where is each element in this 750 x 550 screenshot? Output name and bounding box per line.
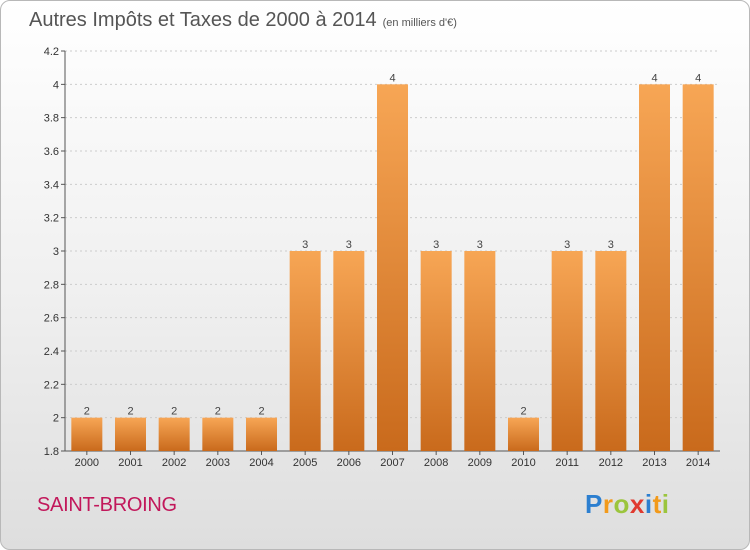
title-row: Autres Impôts et Taxes de 2000 à 2014 (en… — [29, 9, 457, 32]
data-label: 2 — [171, 406, 177, 418]
data-label: 3 — [433, 239, 439, 251]
bar-2003 — [202, 417, 234, 451]
x-tick-label: 2001 — [118, 457, 142, 469]
y-tick-label: 2.4 — [44, 346, 59, 358]
labels: 1.8 2 2.2 2.4 2.6 2.8 3 3.2 3.4 3.6 3.8 4 4.2 2000 2 20… — [44, 46, 711, 469]
y-tick-label: 2 — [53, 413, 59, 425]
logo-letter: r — [602, 489, 614, 519]
y-tick-label: 3 — [53, 246, 59, 258]
y-tick-label: 4.2 — [44, 46, 59, 58]
data-label: 4 — [651, 72, 657, 84]
data-label: 2 — [127, 406, 133, 418]
x-tick-label: 2008 — [424, 457, 448, 469]
y-tick-label: 3.2 — [44, 213, 59, 225]
data-label: 2 — [215, 406, 221, 418]
data-label: 3 — [302, 239, 308, 251]
x-tick-label: 2002 — [162, 457, 186, 469]
data-label: 3 — [477, 239, 483, 251]
y-tick-label: 1.8 — [44, 446, 59, 458]
logo-letter: i — [661, 489, 670, 519]
y-tick-label: 2.2 — [44, 379, 59, 391]
bars — [71, 84, 714, 451]
y-tick-label: 4 — [53, 79, 59, 91]
logo-letter: P — [585, 489, 603, 519]
data-label: 4 — [695, 72, 701, 84]
x-tick-label: 2003 — [206, 457, 230, 469]
y-tick-label: 2.8 — [44, 279, 59, 291]
bar-2011 — [551, 251, 583, 451]
bar-2008 — [420, 251, 452, 451]
y-tick-label: 3.6 — [44, 146, 59, 158]
bar-2014 — [682, 84, 714, 451]
data-label: 2 — [258, 406, 264, 418]
data-label: 2 — [520, 406, 526, 418]
bar-2010 — [508, 417, 539, 451]
bar-2000 — [71, 417, 103, 451]
data-label: 3 — [608, 239, 614, 251]
data-label: 2 — [84, 406, 90, 418]
bar-2013 — [639, 84, 670, 451]
data-label: 4 — [389, 72, 395, 84]
bar-2002 — [158, 417, 190, 451]
x-tick-label: 2013 — [642, 457, 666, 469]
x-tick-label: 2000 — [75, 457, 99, 469]
logo-letter: i — [644, 489, 653, 519]
x-tick-label: 2011 — [555, 457, 579, 469]
logo-letter: t — [652, 489, 662, 519]
bar-2009 — [464, 251, 496, 451]
x-tick-label: 2012 — [599, 457, 623, 469]
x-tick-label: 2010 — [511, 457, 535, 469]
x-tick-label: 2005 — [293, 457, 317, 469]
bar-2004 — [246, 417, 277, 451]
x-tick-label: 2014 — [686, 457, 710, 469]
y-tick-label: 3.8 — [44, 113, 59, 125]
bar-2007 — [377, 84, 408, 451]
y-tick-label: 3.4 — [44, 179, 59, 191]
data-label: 3 — [346, 239, 352, 251]
x-tick-label: 2006 — [337, 457, 361, 469]
x-tick-label: 2009 — [468, 457, 492, 469]
bar-2005 — [289, 251, 321, 451]
chart-subtitle: (en milliers d'€) — [382, 17, 457, 29]
y-tick-label: 2.6 — [44, 313, 59, 325]
chart-title: Autres Impôts et Taxes de 2000 à 2014 — [29, 9, 377, 31]
x-tick-label: 2004 — [249, 457, 273, 469]
commune-name: SAINT-BROING — [37, 494, 177, 516]
bar-2006 — [333, 251, 365, 451]
x-tick-label: 2007 — [380, 457, 404, 469]
data-label: 3 — [564, 239, 570, 251]
proxiti-logo[interactable]: Proxiti — [585, 489, 669, 520]
logo-letter: x — [629, 489, 645, 519]
bar-2012 — [595, 251, 627, 451]
logo-letter: o — [613, 489, 630, 519]
bar-2001 — [115, 417, 146, 451]
